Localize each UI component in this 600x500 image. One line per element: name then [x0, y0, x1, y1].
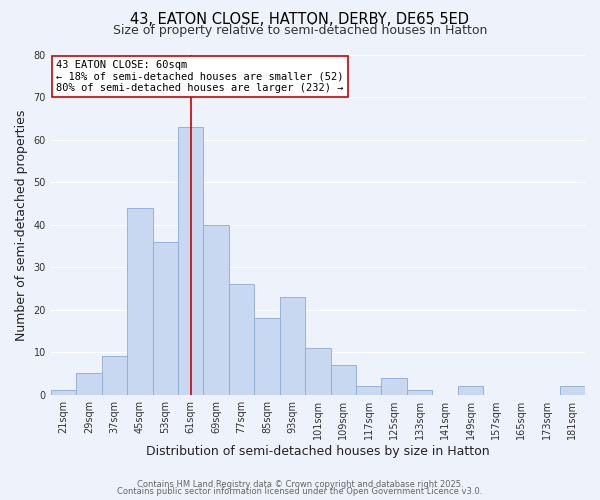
Text: Contains public sector information licensed under the Open Government Licence v3: Contains public sector information licen… — [118, 487, 482, 496]
Bar — [458, 386, 483, 394]
Bar — [254, 318, 280, 394]
Bar — [127, 208, 152, 394]
Text: 43, EATON CLOSE, HATTON, DERBY, DE65 5ED: 43, EATON CLOSE, HATTON, DERBY, DE65 5ED — [131, 12, 470, 28]
Bar — [229, 284, 254, 395]
Text: 43 EATON CLOSE: 60sqm
← 18% of semi-detached houses are smaller (52)
80% of semi: 43 EATON CLOSE: 60sqm ← 18% of semi-deta… — [56, 60, 344, 94]
Bar — [560, 386, 585, 394]
Text: Size of property relative to semi-detached houses in Hatton: Size of property relative to semi-detach… — [113, 24, 487, 37]
Bar — [76, 374, 101, 394]
Text: Contains HM Land Registry data © Crown copyright and database right 2025.: Contains HM Land Registry data © Crown c… — [137, 480, 463, 489]
Bar — [178, 127, 203, 394]
Bar — [407, 390, 433, 394]
X-axis label: Distribution of semi-detached houses by size in Hatton: Distribution of semi-detached houses by … — [146, 444, 490, 458]
Bar — [305, 348, 331, 395]
Bar — [203, 225, 229, 394]
Bar — [51, 390, 76, 394]
Bar — [280, 297, 305, 394]
Bar — [356, 386, 382, 394]
Bar — [152, 242, 178, 394]
Y-axis label: Number of semi-detached properties: Number of semi-detached properties — [15, 109, 28, 340]
Bar — [331, 365, 356, 394]
Bar — [382, 378, 407, 394]
Bar — [101, 356, 127, 395]
